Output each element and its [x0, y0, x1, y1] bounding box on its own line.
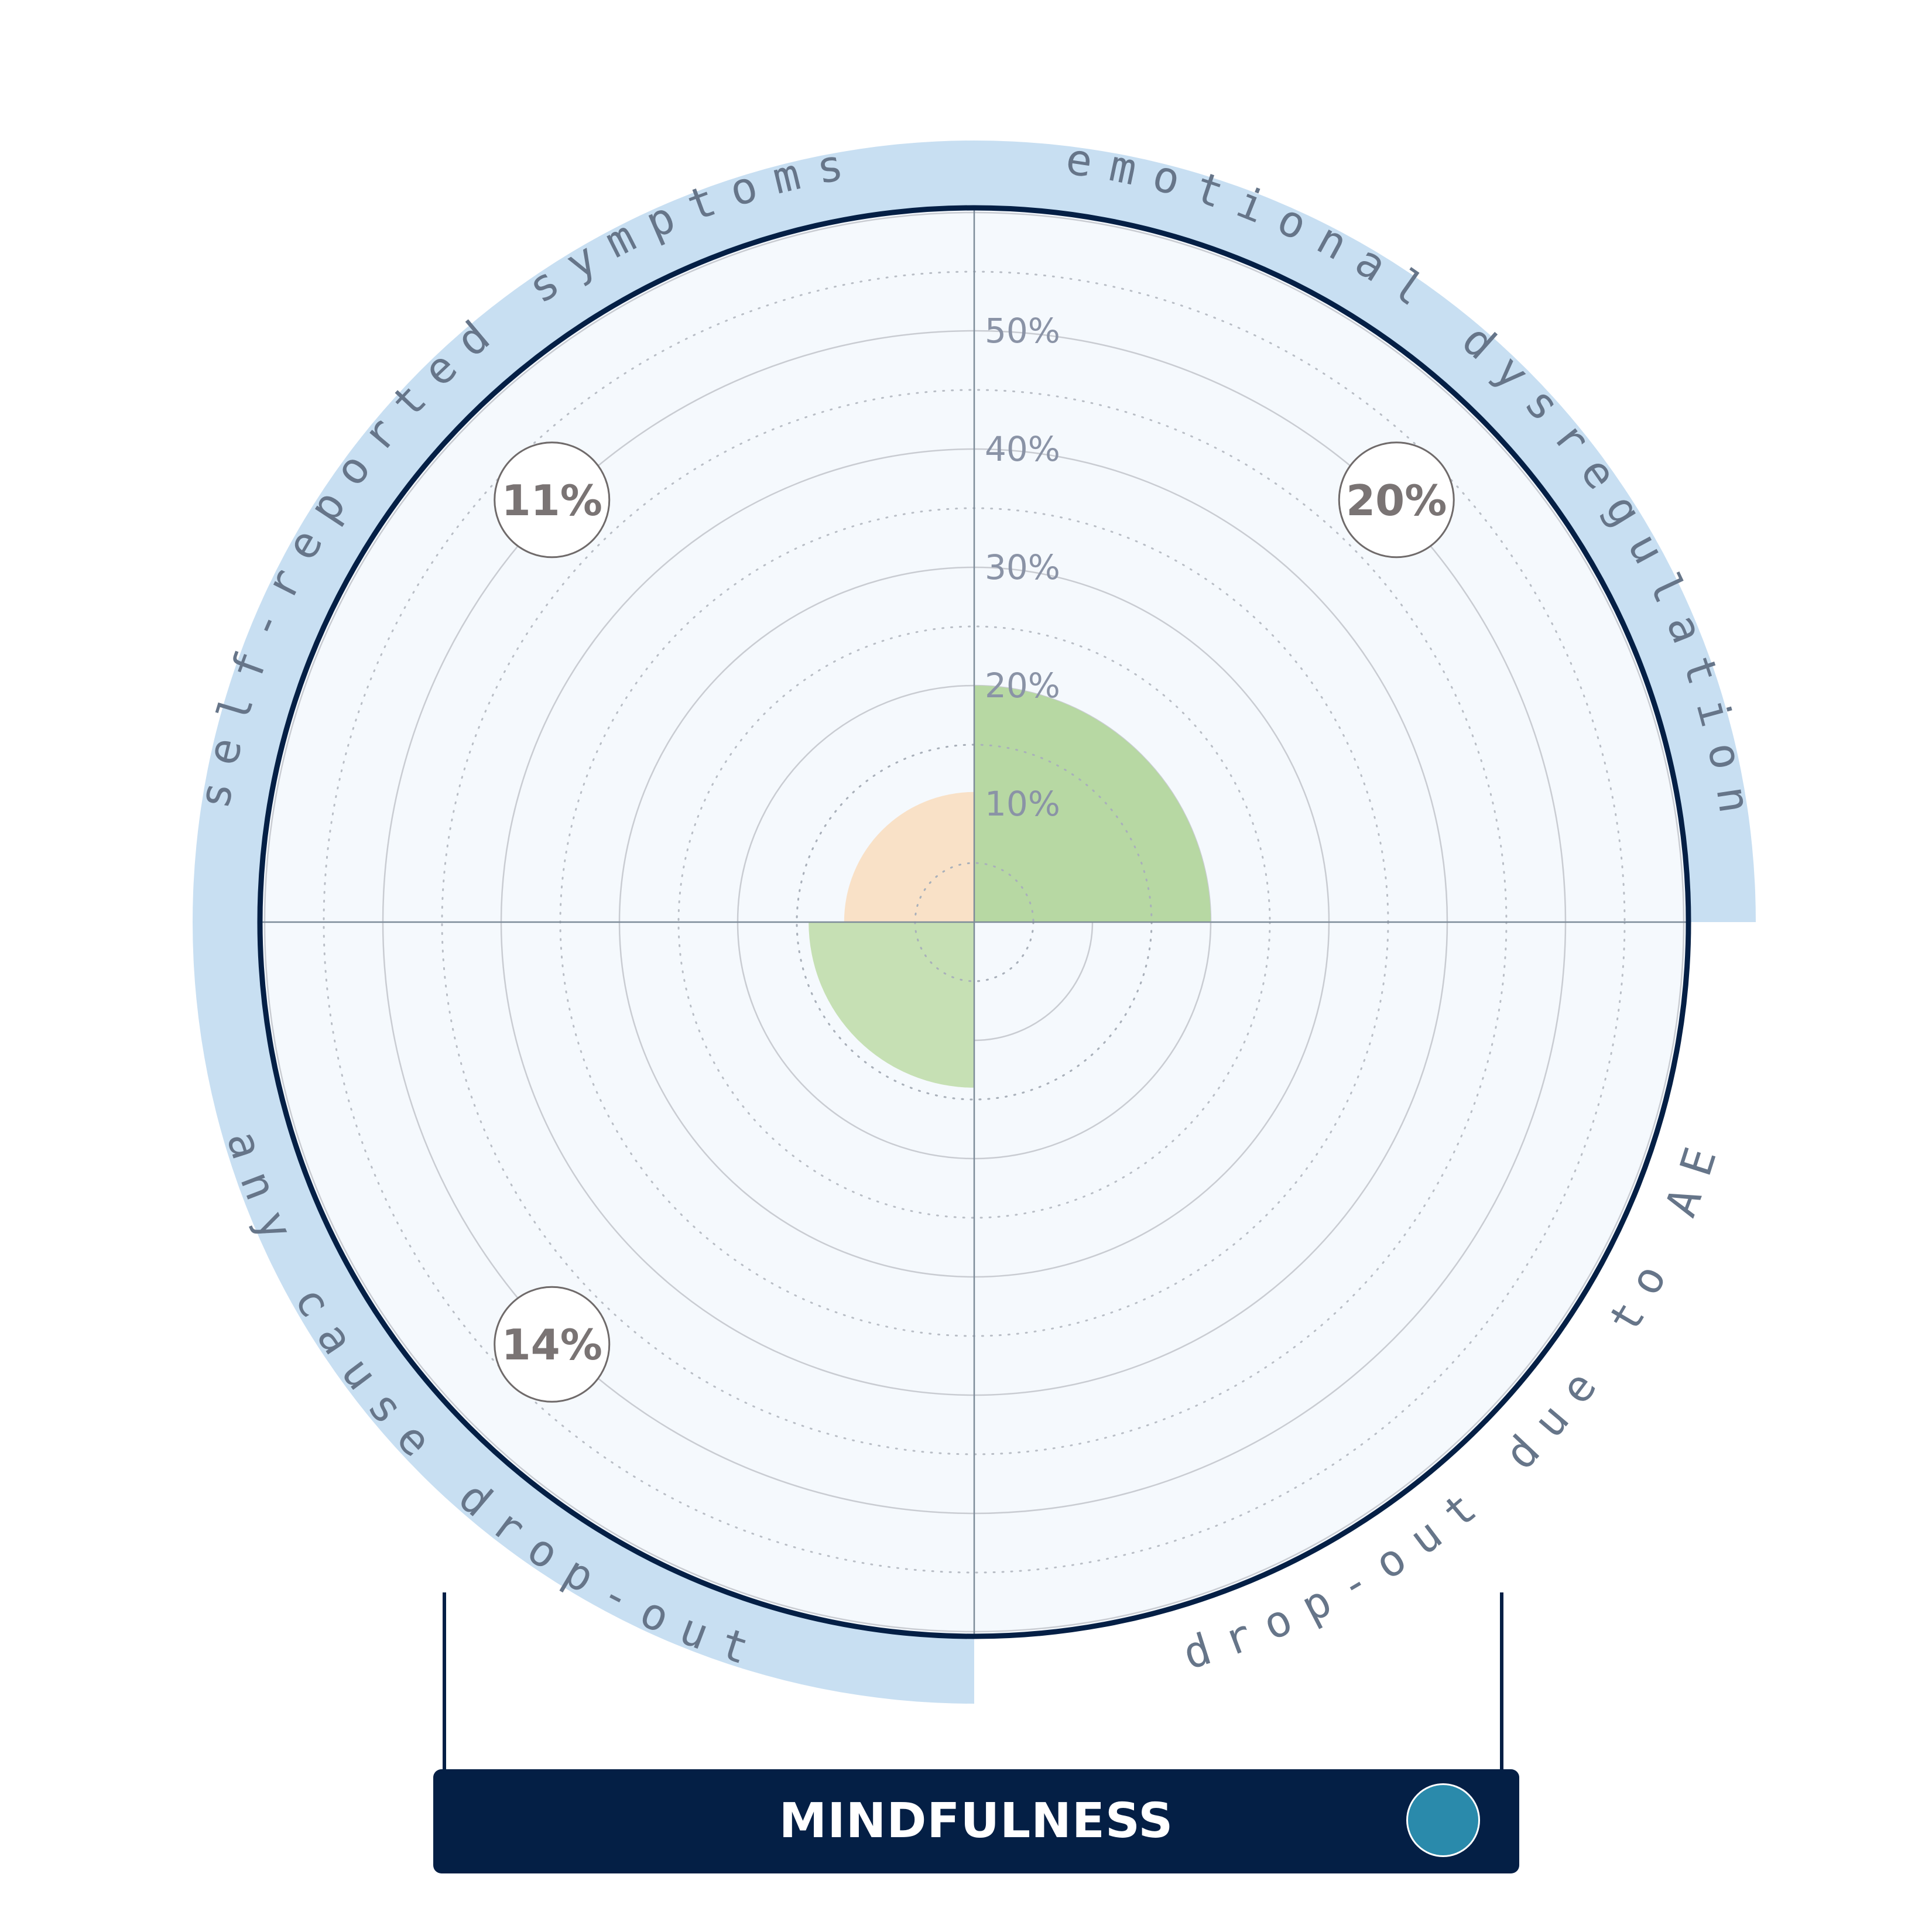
radial-tick-labels: 10% 20% 30% 40% 50% — [985, 311, 1060, 824]
badge-circle — [1338, 441, 1455, 559]
tick-label: 40% — [985, 429, 1060, 469]
tick-label: 30% — [985, 547, 1060, 587]
treatment-banner: MINDFULNESS — [433, 1769, 1519, 1873]
value-badges: 20% 14% 11% — [494, 441, 1455, 1403]
badge-circle — [494, 441, 611, 559]
sector-any-cause-drop-out — [809, 922, 974, 1088]
treatment-title: MINDFULNESS — [779, 1793, 1174, 1849]
value-badge: 20% — [1338, 441, 1455, 559]
treatment-color-dot — [1406, 1783, 1480, 1857]
bracket-right-line — [1500, 1592, 1503, 1771]
bracket-left-line — [443, 1592, 446, 1771]
badge-circle — [494, 1286, 611, 1403]
value-badge: 14% — [494, 1286, 611, 1403]
quadrant-axes — [260, 208, 1688, 1636]
badge-label: 11% — [502, 476, 602, 525]
outer-ring — [257, 205, 1691, 1639]
sector-self-reported-symptoms — [844, 792, 974, 922]
sector-emotional-dysregulation — [974, 686, 1211, 922]
tick-label: 20% — [985, 666, 1060, 705]
tick-label: 50% — [985, 311, 1060, 351]
tick-label: 10% — [985, 784, 1060, 824]
value-badge: 11% — [494, 441, 611, 559]
badge-label: 14% — [502, 1320, 602, 1369]
badge-label: 20% — [1346, 476, 1447, 525]
